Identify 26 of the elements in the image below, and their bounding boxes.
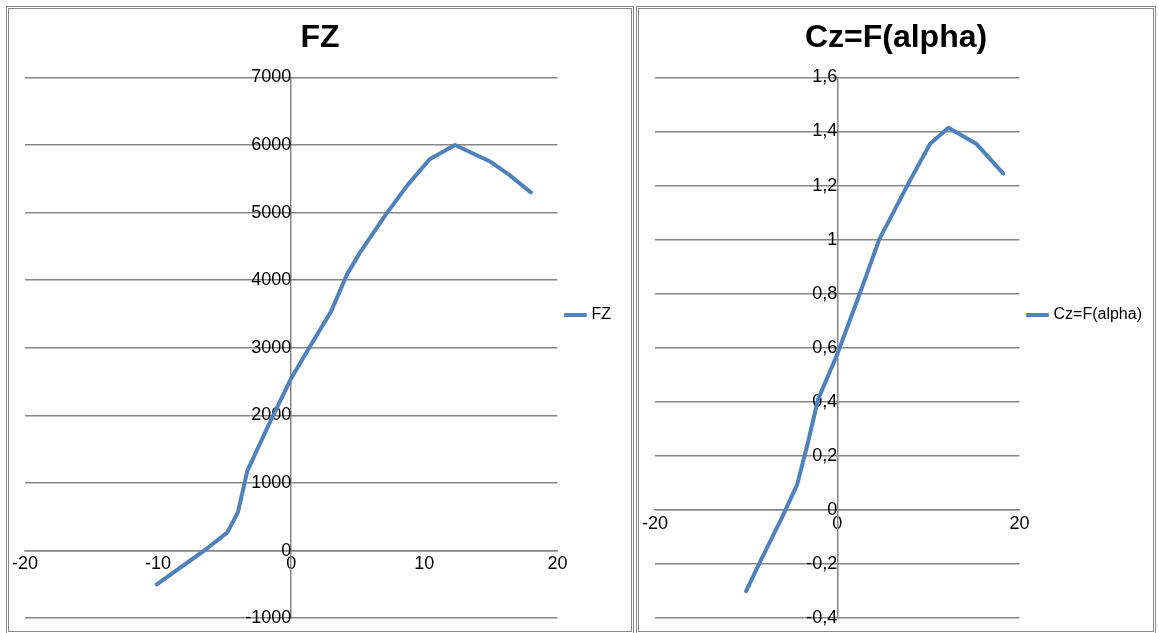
legend-label: FZ [591, 305, 612, 323]
y-tick-label: 6000 [251, 133, 292, 154]
chart-title: FZ [300, 18, 340, 55]
y-tick-label: 1,4 [812, 120, 838, 141]
y-tick-label: 1 [827, 228, 838, 249]
y-tick-label: 4000 [251, 269, 292, 290]
x-tick-label: 10 [414, 553, 435, 574]
chart-title: Cz=F(alpha) [804, 18, 988, 55]
x-tick-label: 20 [547, 553, 568, 574]
y-tick-label: 1000 [251, 471, 292, 492]
y-tick-label: 1,2 [812, 174, 838, 195]
y-tick-label: -0,4 [806, 607, 838, 628]
x-tick-label: -20 [642, 512, 669, 533]
y-tick-label: 1,6 [812, 66, 838, 87]
y-tick-label: -0,2 [806, 553, 838, 574]
x-tick-label: -10 [145, 553, 172, 574]
y-tick-label: 0,8 [812, 282, 838, 303]
y-tick-label: 5000 [251, 201, 292, 222]
x-tick-label: 20 [1009, 512, 1030, 533]
y-tick-label: 0,2 [812, 444, 838, 465]
y-tick-label: -1000 [245, 607, 292, 628]
x-tick-label: -20 [12, 553, 39, 574]
y-tick-label: 7000 [251, 66, 292, 87]
legend-label: Cz=F(alpha) [1053, 305, 1142, 323]
y-tick-label: 0,6 [812, 336, 838, 357]
y-tick-label: 3000 [251, 336, 292, 357]
